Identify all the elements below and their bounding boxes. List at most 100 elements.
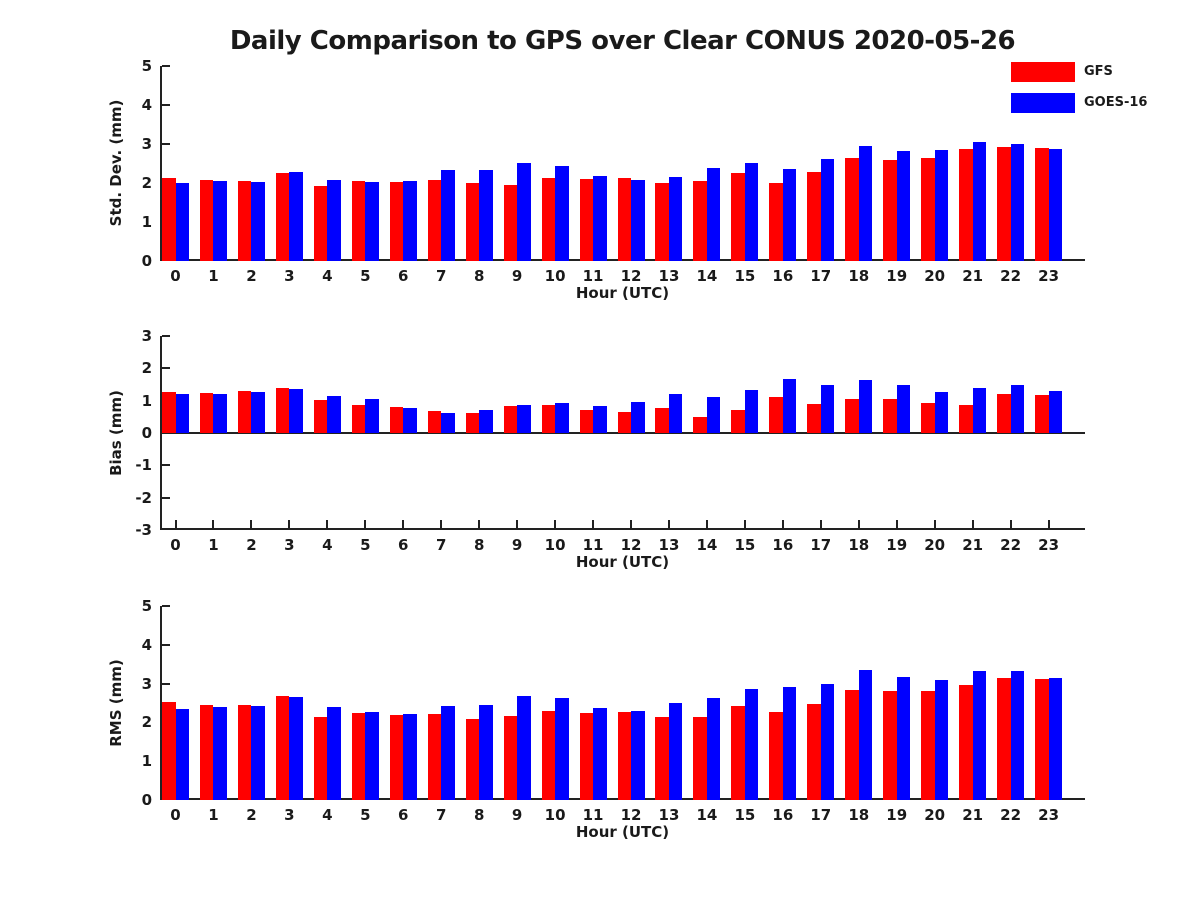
bar-goes-16-hour-1 <box>213 706 227 800</box>
x-tick-label-19: 19 <box>886 536 908 554</box>
x-tick-1 <box>212 520 215 528</box>
x-tick-label-18: 18 <box>848 536 870 554</box>
x-tick-13 <box>667 520 670 528</box>
bar-goes-16-hour-14 <box>706 397 721 433</box>
x-tick-21 <box>971 520 974 528</box>
bar-gfs-hour-8 <box>465 412 480 433</box>
y-tick-label-3: 3 <box>141 674 152 693</box>
bar-goes-16-hour-4 <box>327 707 341 800</box>
y-tick-3 <box>162 143 170 145</box>
y-tick-3 <box>162 335 170 337</box>
bar-gfs-hour-13 <box>655 183 669 261</box>
y-tick-5 <box>162 65 170 67</box>
bar-gfs-hour-2 <box>237 390 252 433</box>
bar-gfs-hour-16 <box>769 711 783 800</box>
x-tick-label-12: 12 <box>620 536 642 554</box>
x-tick-label-10: 10 <box>544 806 566 824</box>
x-tick-label-3: 3 <box>284 536 295 554</box>
bar-goes-16-hour-16 <box>782 687 797 800</box>
bar-gfs-hour-11 <box>579 179 594 261</box>
bar-goes-16-hour-20 <box>934 391 949 433</box>
bar-goes-16-hour-13 <box>668 176 683 261</box>
y-tick-label-0: 0 <box>141 252 152 270</box>
bar-gfs-hour-2 <box>237 704 252 800</box>
chart-title: Daily Comparison to GPS over Clear CONUS… <box>229 26 1016 56</box>
bar-gfs-hour-23 <box>1035 679 1049 800</box>
x-tick-2 <box>250 520 253 528</box>
y-tick-label-5: 5 <box>141 597 152 615</box>
y-tick-5 <box>162 605 170 607</box>
bar-goes-16-hour-0 <box>175 708 189 800</box>
x-tick-7 <box>440 520 443 528</box>
bar-gfs-hour-22 <box>997 677 1011 800</box>
x-tick-label-4: 4 <box>322 536 333 554</box>
x-tick-label-8: 8 <box>473 536 485 554</box>
x-tick-label-21: 21 <box>962 806 984 824</box>
x-tick-label-11: 11 <box>582 267 604 285</box>
bar-goes-16-hour-0 <box>175 393 189 433</box>
bar-goes-16-hour-23 <box>1048 148 1063 261</box>
bar-goes-16-hour-23 <box>1048 677 1063 800</box>
bar-goes-16-hour-18 <box>858 669 873 800</box>
bar-goes-16-hour-8 <box>479 410 493 433</box>
y-tick-label-4: 4 <box>141 96 152 114</box>
bar-goes-16-hour-9 <box>517 163 531 261</box>
plot-area-bias: -3 -2 -1 0 1 2 3 0 1 2 3 4 5 6 7 8 9 10 11 12 13 14 15 16 17 18 19… <box>135 327 1085 554</box>
bar-goes-16-hour-5 <box>365 399 379 433</box>
bar-gfs-hour-15 <box>731 409 745 433</box>
y-tick-label-2: 2 <box>141 174 152 192</box>
y-tick-4 <box>162 643 170 646</box>
bar-goes-16-hour-12 <box>631 179 645 261</box>
bar-goes-16-hour-16 <box>782 379 797 433</box>
y-tick--1 <box>162 464 170 467</box>
bar-goes-16-hour-18 <box>858 146 873 261</box>
legend-swatch-gfs <box>1011 61 1075 82</box>
bar-goes-16-hour-13 <box>668 702 683 800</box>
bar-goes-16-hour-14 <box>706 697 721 800</box>
bar-gfs-hour-6 <box>389 182 404 261</box>
y-tick-3 <box>162 682 170 685</box>
bar-gfs-hour-10 <box>541 404 556 433</box>
x-tick-label-9: 9 <box>511 806 523 824</box>
bar-goes-16-hour-14 <box>706 168 721 261</box>
x-tick-4 <box>326 520 329 528</box>
x-tick-17 <box>819 520 822 528</box>
bar-gfs-hour-3 <box>275 387 290 433</box>
bar-goes-16-hour-19 <box>896 677 911 800</box>
x-tick-label-3: 3 <box>284 267 295 285</box>
bar-goes-16-hour-6 <box>403 181 417 261</box>
bar-gfs-hour-4 <box>313 400 328 433</box>
x-tick-label-20: 20 <box>924 806 946 824</box>
x-tick-10 <box>554 520 557 528</box>
x-tick-label-2: 2 <box>246 806 257 824</box>
bar-gfs-hour-23 <box>1035 395 1049 433</box>
bar-goes-16-hour-17 <box>820 385 835 433</box>
bar-goes-16-hour-7 <box>441 412 455 433</box>
bar-gfs-hour-10 <box>541 710 556 800</box>
bar-goes-16-hour-11 <box>593 175 607 261</box>
plot-area-stddev: 0 1 2 3 4 5 0 1 2 3 4 5 6 7 8 9 10 11 12 13 14 15 16 17 18 19 20 21… <box>142 57 1085 285</box>
x-tick-label-7: 7 <box>436 267 447 285</box>
x-tick-label-14: 14 <box>696 806 718 824</box>
bar-gfs-hour-16 <box>769 183 783 261</box>
bar-gfs-hour-14 <box>693 181 707 261</box>
x-tick-0 <box>174 520 177 528</box>
bar-goes-16-hour-6 <box>403 714 417 800</box>
y-tick-label-0: 0 <box>141 791 152 809</box>
bar-gfs-hour-22 <box>997 147 1011 261</box>
bar-goes-16-hour-2 <box>251 182 265 261</box>
bar-gfs-hour-6 <box>389 407 404 433</box>
y-axis-label-rms: RMS (mm) <box>107 659 125 747</box>
bar-goes-16-hour-21 <box>972 388 987 433</box>
x-tick-11 <box>592 520 595 528</box>
x-tick-label-13: 13 <box>658 806 680 824</box>
x-tick-label-22: 22 <box>1000 536 1022 554</box>
x-tick-18 <box>857 520 860 528</box>
bar-goes-16-hour-20 <box>934 680 949 800</box>
x-tick-5 <box>364 520 367 528</box>
bar-gfs-hour-0 <box>162 391 176 433</box>
bar-gfs-hour-17 <box>807 171 821 261</box>
bar-gfs-hour-20 <box>921 403 935 433</box>
x-tick-label-13: 13 <box>658 536 680 554</box>
x-tick-16 <box>781 520 784 528</box>
